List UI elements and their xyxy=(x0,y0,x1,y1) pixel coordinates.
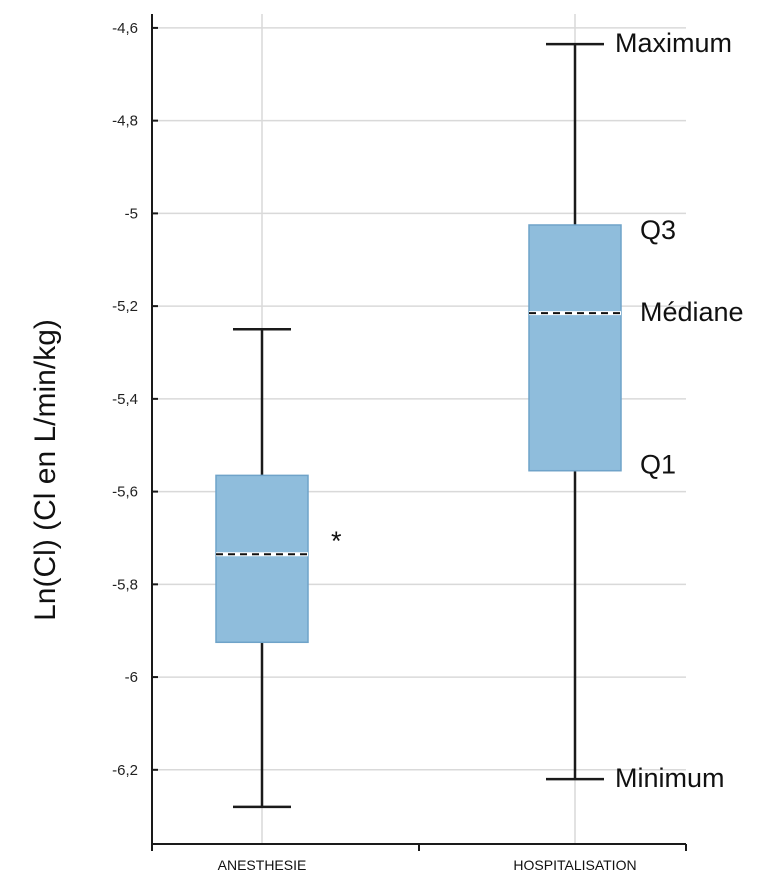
x-category-label: HOSPITALISATION xyxy=(513,857,636,873)
annotation-median: Médiane xyxy=(640,297,744,327)
y-axis-title: Ln(Cl) (Cl en L/min/kg) xyxy=(29,319,62,621)
y-tick-label: -5,2 xyxy=(112,298,138,315)
annotation-q3: Q3 xyxy=(640,215,676,245)
y-tick-label: -5,4 xyxy=(112,391,138,408)
y-tick-label: -6 xyxy=(125,669,138,686)
annotation-q1: Q1 xyxy=(640,450,676,480)
boxes: * xyxy=(215,42,622,809)
annotation-max: Maximum xyxy=(615,28,732,58)
y-tick-label: -5,8 xyxy=(112,576,138,593)
x-category-label: ANESTHESIE xyxy=(218,857,307,873)
y-tick-label: -5,6 xyxy=(112,484,138,501)
y-tick-label: -4,8 xyxy=(112,113,138,130)
y-tick-label: -5 xyxy=(125,205,138,222)
axes: -4,6 -4,8 -5 -5,2 -5,4 -5,6 -5,8 -6 -6,2 ANESTHES… xyxy=(112,14,687,873)
annotations: Maximum Q3 Médiane Q1 Minimum xyxy=(615,28,744,793)
y-tick-label: -6,2 xyxy=(112,762,138,779)
iqr-box xyxy=(528,224,622,472)
annotation-min: Minimum xyxy=(615,763,725,793)
iqr-box xyxy=(215,474,309,644)
box-hospitalisation xyxy=(528,42,622,781)
significance-marker: * xyxy=(331,526,342,556)
y-tick-label: -4,6 xyxy=(112,20,138,37)
box-anesthesie: * xyxy=(215,328,342,809)
